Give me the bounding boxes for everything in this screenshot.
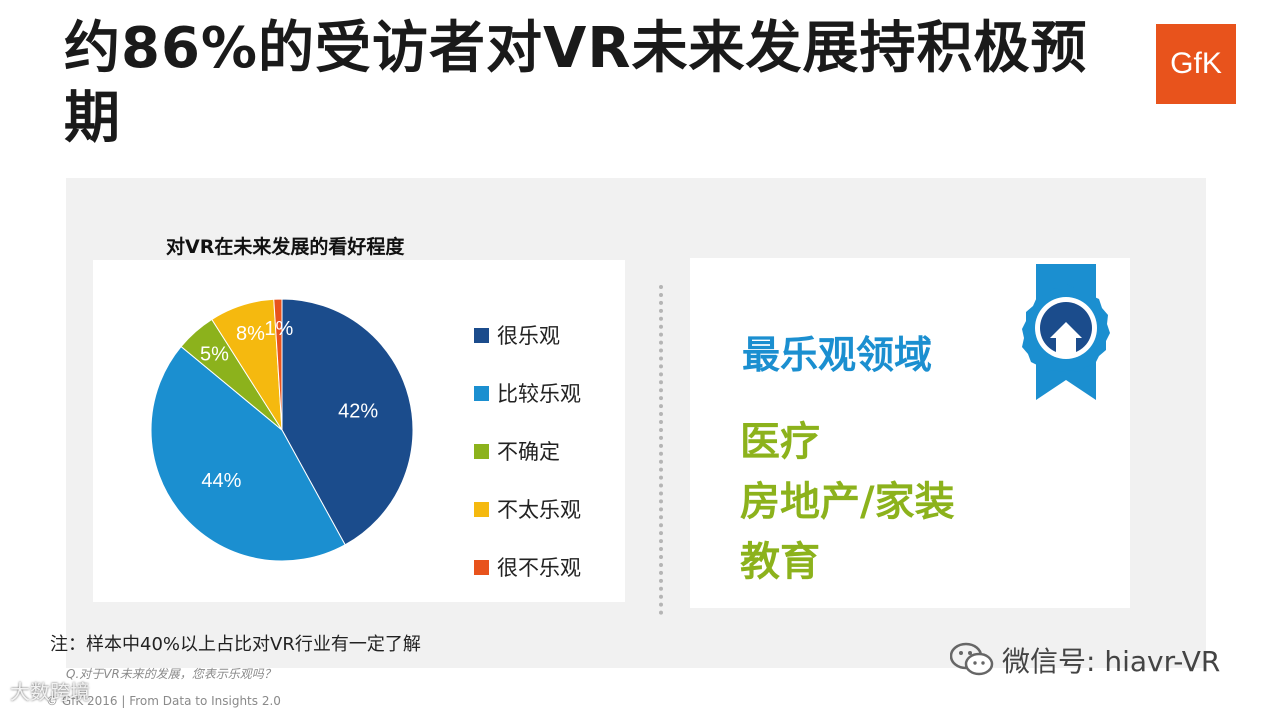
gfk-logo: GfK xyxy=(1156,24,1236,104)
pie-slice-label: 8% xyxy=(236,323,265,345)
pie-chart: 42% 44% 5% 8% 1% xyxy=(150,298,414,562)
legend-swatch xyxy=(474,559,489,575)
wechat-icon xyxy=(950,642,994,676)
field-item: 教育 xyxy=(740,539,820,585)
pie-slice-label: 44% xyxy=(201,470,241,492)
legend-label: 不确定 xyxy=(497,440,560,464)
legend-swatch xyxy=(474,327,489,343)
pie-slice-label: 42% xyxy=(338,400,378,422)
legend-item: 很乐观 xyxy=(474,306,581,364)
legend-item: 不太乐观 xyxy=(474,480,581,538)
field-item: 房地产/家装 xyxy=(740,479,955,525)
legend-item: 很不乐观 xyxy=(474,538,581,596)
chart-title: 对VR在未来发展的看好程度 xyxy=(166,236,405,258)
copyright-text: © GfK 2016 | From Data to Insights 2.0 xyxy=(46,694,281,708)
field-list: 医疗 房地产/家装 教育 xyxy=(740,412,955,592)
chart-box: 42% 44% 5% 8% 1% 很乐观比较乐观不确定不太乐观很不乐观 xyxy=(93,260,625,602)
page-title: 约86%的受访者对VR未来发展持积极预期 xyxy=(64,16,1088,151)
legend-item: 比较乐观 xyxy=(474,364,581,422)
ribbon-badge-icon xyxy=(1022,264,1110,400)
pie-slice xyxy=(281,298,414,546)
field-item: 医疗 xyxy=(740,419,820,465)
legend-label: 很不乐观 xyxy=(497,556,581,580)
wechat-id: 微信号: hiavr-VR xyxy=(1002,645,1221,678)
dotted-divider xyxy=(659,285,663,615)
legend-swatch xyxy=(474,385,489,401)
pie-slice-label: 1% xyxy=(264,318,293,340)
legend-label: 比较乐观 xyxy=(497,382,581,406)
wechat-watermark: 微信号: hiavr-VR xyxy=(950,640,1220,680)
legend-swatch xyxy=(474,501,489,517)
pie-slice xyxy=(150,345,346,562)
card-heading: 最乐观领域 xyxy=(742,333,933,377)
pie-slice xyxy=(273,298,283,431)
legend-label: 不太乐观 xyxy=(497,498,581,522)
legend-item: 不确定 xyxy=(474,422,581,480)
chart-legend: 很乐观比较乐观不确定不太乐观很不乐观 xyxy=(474,306,581,596)
footnote: 注：样本中40%以上占比对VR行业有一定了解 xyxy=(50,634,421,655)
legend-swatch xyxy=(474,443,489,459)
watermark-brand: 大数跨境 xyxy=(10,680,90,704)
survey-question: Q.对于VR未来的发展，您表示乐观吗？ xyxy=(66,667,276,681)
legend-label: 很乐观 xyxy=(497,324,560,348)
pie-slice-label: 5% xyxy=(200,343,229,365)
